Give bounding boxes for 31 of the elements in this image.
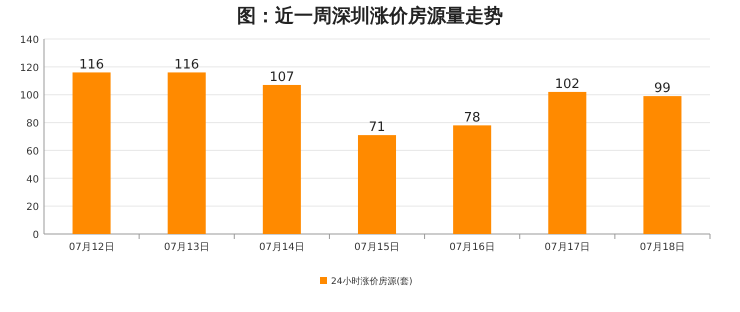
y-tick-label: 40 — [26, 174, 39, 186]
legend-label: 24小时涨价房源(套) — [331, 276, 412, 287]
chart-title: 图：近一周深圳涨价房源量走势 — [237, 5, 503, 27]
data-label: 71 — [368, 120, 386, 136]
data-label: 107 — [269, 70, 294, 85]
y-tick-label: 140 — [20, 35, 39, 46]
bar — [643, 96, 682, 234]
x-tick-label: 07月17日 — [544, 242, 590, 253]
x-tick-label: 07月12日 — [68, 242, 114, 253]
y-tick-label: 100 — [20, 90, 39, 102]
data-label: 102 — [554, 76, 580, 92]
bar — [72, 72, 111, 234]
data-label: 116 — [174, 57, 200, 72]
bar — [358, 135, 396, 234]
y-tick-label: 20 — [26, 202, 39, 214]
y-tick-label: 0 — [32, 230, 39, 241]
data-label: 116 — [79, 57, 104, 72]
y-tick-label: 60 — [26, 146, 39, 158]
x-tick-label: 07月18日 — [640, 242, 686, 253]
x-tick-label: 07月14日 — [259, 242, 305, 253]
bar — [548, 92, 586, 234]
y-tick-label: 120 — [20, 62, 39, 74]
y-tick-label: 80 — [26, 118, 39, 130]
bar — [168, 72, 206, 234]
x-tick-label: 07月16日 — [449, 242, 495, 253]
data-label: 78 — [464, 110, 480, 126]
x-tick-label: 07月13日 — [164, 242, 210, 253]
data-label: 99 — [654, 81, 671, 96]
bar — [453, 125, 492, 234]
bar — [262, 84, 301, 234]
x-tick-label: 07月15日 — [354, 242, 400, 253]
